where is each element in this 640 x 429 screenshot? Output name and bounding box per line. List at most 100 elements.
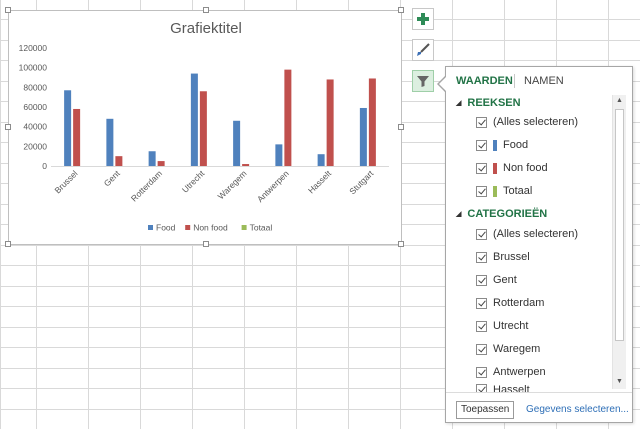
bar-food (275, 144, 283, 166)
x-tick-label: Gent (102, 168, 123, 189)
checkbox[interactable] (476, 343, 487, 355)
category-item-label: Antwerpen (493, 366, 546, 378)
checkbox[interactable] (476, 162, 487, 174)
bar-non-food (368, 78, 376, 166)
resize-handle-bottom-right[interactable] (398, 241, 404, 247)
tab-values[interactable]: WAARDEN (456, 75, 513, 87)
legend-label: Totaal (250, 223, 273, 233)
checkbox[interactable] (476, 384, 487, 392)
series-item-non-food[interactable]: Non food (476, 160, 548, 176)
chart-styles-button[interactable] (412, 39, 434, 61)
resize-handle-right[interactable] (398, 124, 404, 130)
checkbox[interactable] (476, 366, 487, 378)
series-item-label: Food (503, 139, 529, 151)
y-tick-label: 100000 (19, 63, 48, 73)
series-item-select-all[interactable]: (Alles selecteren) (476, 114, 578, 130)
bar-food (106, 118, 114, 166)
category-item-brussel[interactable]: Brussel (476, 249, 530, 265)
legend-swatch (148, 225, 153, 230)
category-item-rotterdam[interactable]: Rotterdam (476, 295, 544, 311)
series-section-header[interactable]: ◢ REEKSEN (456, 97, 521, 109)
resize-handle-top-right[interactable] (398, 7, 404, 13)
x-tick-label: Rotterdam (129, 168, 164, 203)
checkbox[interactable] (476, 185, 487, 197)
pane-scrollbar[interactable]: ▲ ▼ (612, 95, 626, 389)
series-item-food[interactable]: Food (476, 137, 528, 153)
category-item-label: Hasselt (493, 384, 530, 392)
chart-area[interactable]: Grafiektitel 0 20000 40000 60000 80000 100000 1… (5, 7, 404, 247)
category-item-gent[interactable]: Gent (476, 272, 517, 288)
legend-label: Food (156, 223, 176, 233)
tab-names[interactable]: NAMEN (524, 75, 564, 87)
scroll-up-arrow-icon[interactable]: ▲ (616, 97, 623, 104)
resize-handle-left[interactable] (5, 124, 11, 130)
checkbox[interactable] (476, 274, 487, 286)
bar-food (64, 90, 72, 166)
bar-non-food (199, 91, 207, 166)
plus-icon (417, 13, 429, 25)
x-tick-label: Hasselt (306, 168, 334, 196)
apply-button[interactable]: Toepassen (456, 401, 515, 419)
y-tick-label: 40000 (23, 122, 47, 132)
resize-handle-top[interactable] (203, 7, 209, 13)
resize-handle-bottom[interactable] (203, 241, 209, 247)
series-item-totaal[interactable]: Totaal (476, 183, 532, 199)
category-item-label: Gent (493, 274, 517, 286)
resize-handle-top-left[interactable] (5, 7, 11, 13)
chart-filters-pane: WAARDEN NAMEN ◢ REEKSEN (Alles selecteren… (445, 66, 633, 423)
category-item-hasselt[interactable]: Hasselt (476, 384, 530, 392)
legend-label: Non food (193, 223, 228, 233)
checkbox[interactable] (476, 228, 487, 240)
x-tick-label: Brussel (52, 168, 79, 195)
category-item-label: Rotterdam (493, 297, 545, 309)
category-item-label: Brussel (493, 251, 530, 263)
tab-separator (514, 74, 515, 88)
chart-title: Grafiektitel (170, 20, 242, 37)
checkbox[interactable] (476, 320, 487, 332)
categories-section-header[interactable]: ◢ CATEGORIEËN (456, 208, 547, 220)
scroll-down-arrow-icon[interactable]: ▼ (616, 378, 623, 385)
bar-food (233, 120, 241, 166)
bar-non-food (326, 79, 334, 166)
x-tick-label: Stutgart (347, 168, 376, 197)
legend-swatch (185, 225, 191, 230)
series-color-swatch (493, 185, 497, 197)
scroll-thumb[interactable] (615, 109, 624, 341)
category-item-label: (Alles selecteren) (493, 228, 578, 240)
x-tick-label: Antwerpen (255, 168, 291, 204)
collapse-triangle-icon: ◢ (456, 211, 462, 218)
series-item-label: Non food (503, 162, 548, 174)
legend-swatch (241, 225, 247, 230)
bar-non-food (73, 108, 81, 166)
series-item-label: Totaal (503, 185, 533, 197)
series-item-label: (Alles selecteren) (493, 116, 578, 128)
checkbox[interactable] (476, 116, 487, 128)
chart-elements-button[interactable] (412, 8, 434, 30)
checkbox[interactable] (476, 139, 487, 151)
select-data-link[interactable]: Gegevens selecteren... (526, 404, 629, 415)
checkbox[interactable] (476, 297, 487, 309)
column-chart: Grafiektitel 0 20000 40000 60000 80000 100000 1… (19, 20, 389, 233)
bar-non-food (242, 164, 250, 166)
categories-section-title: CATEGORIEËN (467, 208, 548, 220)
category-item-utrecht[interactable]: Utrecht (476, 318, 528, 334)
bar-food (317, 154, 325, 166)
series-color-swatch (493, 139, 497, 151)
chart-filters-button[interactable] (412, 70, 434, 92)
y-tick-label: 0 (42, 161, 47, 171)
resize-handle-bottom-left[interactable] (5, 241, 11, 247)
y-tick-label: 20000 (23, 141, 47, 151)
collapse-triangle-icon: ◢ (456, 100, 462, 107)
bar-food (190, 73, 198, 166)
funnel-icon (417, 76, 429, 87)
series-section-title: REEKSEN (467, 97, 521, 109)
category-item-select-all[interactable]: (Alles selecteren) (476, 226, 578, 242)
series-color-swatch (493, 162, 497, 174)
checkbox[interactable] (476, 251, 487, 263)
bar-food (148, 151, 156, 166)
y-tick-label: 60000 (23, 102, 47, 112)
category-item-antwerpen[interactable]: Antwerpen (476, 364, 546, 380)
category-item-waregem[interactable]: Waregem (476, 341, 540, 357)
x-tick-label: Waregem (216, 168, 249, 201)
y-tick-label: 120000 (19, 43, 48, 53)
